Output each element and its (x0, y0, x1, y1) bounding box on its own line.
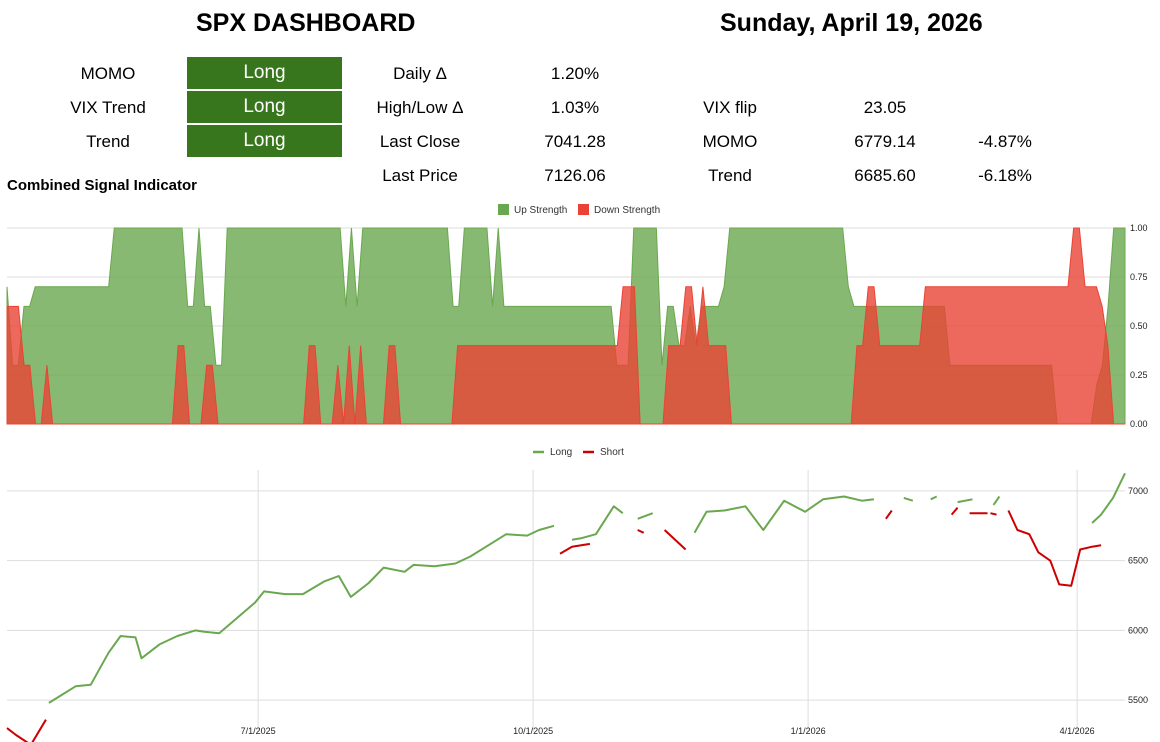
signal-badge-vix-trend: Long (187, 91, 342, 123)
section-label: Combined Signal Indicator (7, 177, 198, 194)
price-xtick-label: 7/1/2025 (241, 726, 276, 736)
signal-ytick-label: 0.50 (1130, 321, 1148, 331)
legend-swatch-up (498, 204, 509, 215)
momo-value: 6779.14 (854, 132, 916, 151)
price-xtick-label: 4/1/2026 (1060, 726, 1095, 736)
legend-label-down: Down Strength (594, 205, 660, 216)
momo-pct: -4.87% (978, 132, 1032, 151)
short-line-segment (950, 507, 959, 516)
dashboard-title: SPX DASHBOARD (196, 9, 416, 37)
price-ytick-label: 6000 (1128, 625, 1148, 635)
last-price-label: Last Price (382, 166, 458, 185)
signal-badge-momo: Long (187, 57, 342, 89)
long-line-segment (930, 495, 938, 501)
signal-chart-yticks: 1.00 0.75 0.50 0.25 0.00 (1130, 223, 1148, 429)
highlow-delta-label: High/Low Δ (376, 98, 464, 117)
price-ytick-label: 6500 (1128, 556, 1148, 566)
signal-label-trend: Trend (86, 132, 130, 151)
short-line-segment (637, 529, 645, 534)
signal-ytick-label: 0.75 (1130, 272, 1148, 282)
long-line-segment (992, 495, 1001, 506)
trend-value: 6685.60 (854, 166, 916, 185)
signal-ytick-label: 0.00 (1130, 419, 1148, 429)
short-line-segment (663, 529, 687, 551)
legend-swatch-down (578, 204, 589, 215)
long-line-segment (903, 496, 914, 502)
signal-label-momo: MOMO (80, 64, 136, 83)
short-line-segment (990, 512, 997, 516)
short-line-segment (885, 509, 893, 520)
vix-flip-value: 23.05 (863, 98, 907, 117)
long-line-segment (693, 495, 875, 534)
signal-strength-chart: Up Strength Down Strength 1.00 0.75 0.50 0.… (6, 204, 1148, 429)
last-price-value: 7126.06 (544, 166, 606, 185)
long-line-segment (957, 498, 973, 504)
daily-delta-value: 1.20% (550, 64, 600, 83)
signal-ytick-label: 1.00 (1130, 223, 1148, 233)
trend-pct: -6.18% (978, 166, 1032, 185)
price-xtick-label: 10/1/2025 (513, 726, 553, 736)
spx-price-chart: Long Short 5500 6000 6500 7000 7/1/2025 10/1… (6, 447, 1148, 742)
long-line-segment (571, 505, 624, 541)
price-ytick-label: 5500 (1128, 695, 1148, 705)
vix-flip-label: VIX flip (703, 98, 757, 117)
legend-label-long: Long (550, 447, 572, 458)
long-line-segment (637, 512, 654, 520)
signal-label-vix-trend: VIX Trend (70, 98, 146, 117)
daily-delta-label: Daily Δ (393, 64, 447, 83)
momo-label: MOMO (702, 132, 758, 151)
legend-label-short: Short (600, 447, 624, 458)
short-line-segment (559, 542, 591, 555)
long-line-segment (48, 524, 555, 704)
price-ytick-label: 7000 (1128, 486, 1148, 496)
last-close-value: 7041.28 (544, 132, 606, 151)
signal-chart-areas (6, 227, 1126, 425)
last-close-label: Last Close (379, 132, 461, 151)
signal-chart-legend: Up Strength Down Strength (498, 204, 660, 216)
signal-ytick-label: 0.25 (1130, 370, 1148, 380)
price-chart-yticks: 5500 6000 6500 7000 (1128, 486, 1148, 705)
price-chart-lines (6, 472, 1126, 742)
highlow-delta-value: 1.03% (550, 98, 600, 117)
price-chart-xticks: 7/1/2025 10/1/2025 1/1/2026 4/1/2026 (241, 726, 1095, 736)
down-strength-area (6, 227, 1125, 425)
legend-label-up: Up Strength (514, 205, 567, 216)
price-chart-legend: Long Short (533, 447, 624, 458)
trend-label: Trend (708, 166, 752, 185)
long-line-segment (1091, 472, 1126, 524)
short-line-segment (1007, 510, 1102, 587)
dashboard-date: Sunday, April 19, 2026 (720, 9, 983, 37)
price-xtick-label: 1/1/2026 (791, 726, 826, 736)
short-line-segment (6, 719, 47, 742)
signal-badge-trend: Long (187, 125, 342, 157)
